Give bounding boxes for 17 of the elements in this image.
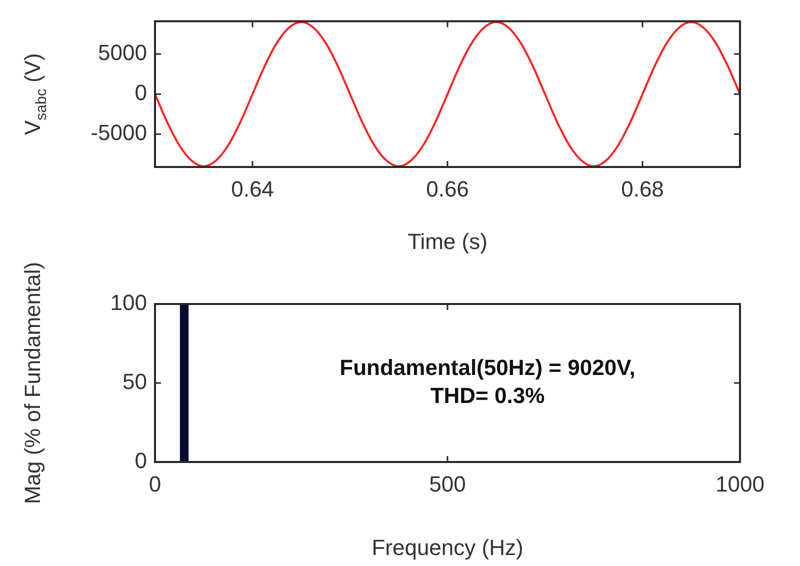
x-tick-label: 0.66 bbox=[426, 176, 469, 202]
annotation: Fundamental(50Hz) = 9020V, THD= 0.3% bbox=[340, 355, 636, 408]
x-axis-title: Frequency (Hz) bbox=[372, 534, 524, 560]
y-axis-title: Vsabc (V) bbox=[20, 53, 50, 135]
y-tick-label: -5000 bbox=[90, 120, 147, 146]
y-tick-label: 50 bbox=[122, 369, 147, 394]
y-tick-label: 5000 bbox=[98, 40, 147, 66]
x-axis-title: Time (s) bbox=[408, 228, 488, 254]
y-tick-label: 0 bbox=[134, 80, 147, 106]
line-series bbox=[155, 21, 740, 167]
y-axis-title: Mag (% of Fundamental) bbox=[20, 262, 45, 504]
y-tick-label: 100 bbox=[110, 290, 147, 316]
x-tick-label: 0.64 bbox=[231, 176, 274, 202]
y-tick-label: 0 bbox=[134, 448, 147, 474]
x-tick-label: 0.68 bbox=[621, 176, 664, 202]
x-tick-label: 500 bbox=[429, 471, 466, 496]
x-tick-label: 1000 bbox=[716, 471, 764, 496]
